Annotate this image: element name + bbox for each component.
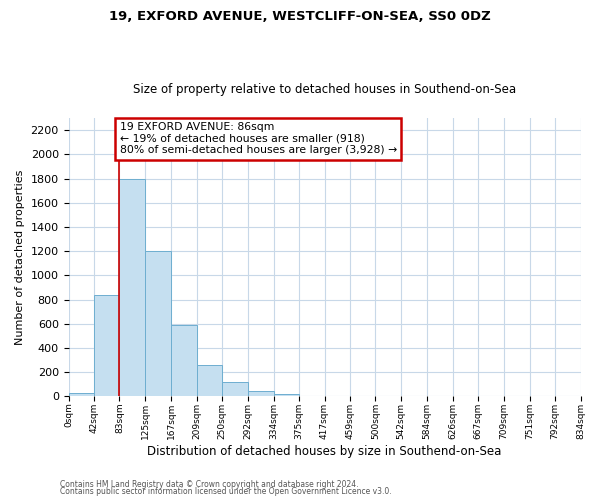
Bar bbox=[171, 325, 197, 396]
Bar bbox=[145, 251, 171, 396]
Title: Size of property relative to detached houses in Southend-on-Sea: Size of property relative to detached ho… bbox=[133, 83, 516, 96]
X-axis label: Distribution of detached houses by size in Southend-on-Sea: Distribution of detached houses by size … bbox=[148, 444, 502, 458]
Bar bbox=[222, 382, 248, 396]
Bar bbox=[197, 366, 222, 396]
Text: Contains HM Land Registry data © Crown copyright and database right 2024.: Contains HM Land Registry data © Crown c… bbox=[60, 480, 359, 489]
Text: Contains public sector information licensed under the Open Government Licence v3: Contains public sector information licen… bbox=[60, 487, 392, 496]
Bar bbox=[94, 294, 119, 396]
Y-axis label: Number of detached properties: Number of detached properties bbox=[15, 170, 25, 345]
Bar bbox=[274, 394, 299, 396]
Bar bbox=[68, 394, 94, 396]
Text: 19, EXFORD AVENUE, WESTCLIFF-ON-SEA, SS0 0DZ: 19, EXFORD AVENUE, WESTCLIFF-ON-SEA, SS0… bbox=[109, 10, 491, 23]
Text: 19 EXFORD AVENUE: 86sqm
← 19% of detached houses are smaller (918)
80% of semi-d: 19 EXFORD AVENUE: 86sqm ← 19% of detache… bbox=[120, 122, 397, 156]
Bar bbox=[119, 178, 145, 396]
Bar bbox=[248, 392, 274, 396]
